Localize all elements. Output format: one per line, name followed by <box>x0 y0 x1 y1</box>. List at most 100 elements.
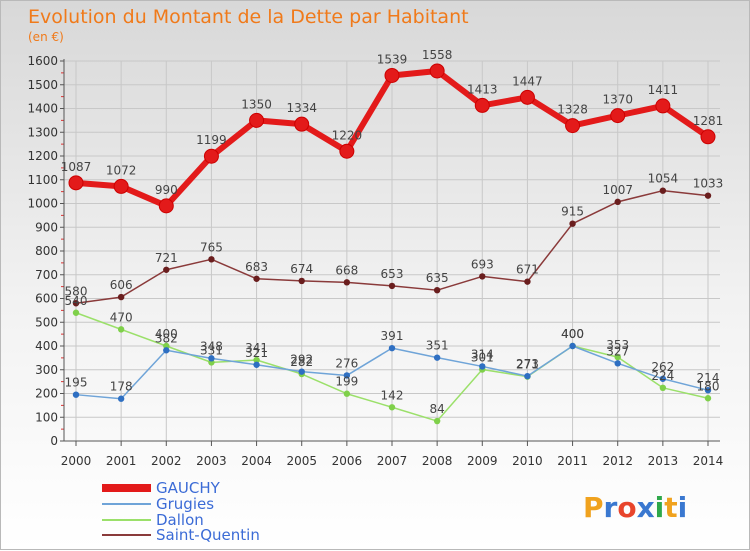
logo-letter: r <box>604 491 618 524</box>
data-label: 271 <box>516 358 539 372</box>
data-point <box>704 395 712 402</box>
x-tick-label: 2001 <box>106 454 137 468</box>
data-label: 1350 <box>241 97 272 111</box>
data-point <box>659 384 667 391</box>
data-point <box>117 293 125 301</box>
data-point <box>433 286 441 294</box>
y-tick-label: 400 <box>35 339 58 353</box>
data-point <box>659 375 667 382</box>
unit-label: (en €) <box>28 30 64 44</box>
data-point <box>519 89 535 105</box>
y-tick-label: 100 <box>35 410 58 424</box>
data-point <box>72 300 80 307</box>
y-tick-label: 700 <box>35 268 58 282</box>
data-label: 273 <box>516 357 539 371</box>
data-point <box>479 273 486 280</box>
series-grugies <box>72 342 712 402</box>
data-label: 282 <box>290 355 313 369</box>
data-point <box>249 112 265 128</box>
data-label: 1558 <box>422 48 453 62</box>
data-label: 1072 <box>106 163 137 177</box>
logo-letter: i <box>655 491 665 524</box>
data-label: 224 <box>651 369 674 383</box>
data-label: 1054 <box>648 172 679 186</box>
data-point <box>479 363 486 370</box>
y-tick-label: 1400 <box>27 102 58 116</box>
data-label: 353 <box>606 338 629 352</box>
data-point <box>203 148 219 164</box>
y-tick-label: 1300 <box>27 125 58 139</box>
x-tick-label: 2012 <box>602 454 633 468</box>
data-point <box>655 98 671 114</box>
axes: 0 100 200 300 400 500 600 700 800 900 1000 1100 1200… <box>27 54 723 468</box>
logo-letter: P <box>583 491 604 524</box>
data-point <box>113 178 129 194</box>
data-label: 915 <box>561 205 584 219</box>
data-point <box>158 198 174 214</box>
data-label: 382 <box>155 331 178 345</box>
y-tick-label: 1200 <box>27 149 58 163</box>
x-tick-label: 2007 <box>377 454 408 468</box>
x-tick-label: 2004 <box>241 454 272 468</box>
legend-label: Grugies <box>156 495 214 513</box>
data-label: 1411 <box>648 83 679 97</box>
data-point <box>384 67 400 83</box>
x-tick-label: 2005 <box>286 454 317 468</box>
data-point <box>208 355 215 362</box>
data-label: 990 <box>155 183 178 197</box>
data-point <box>569 220 576 227</box>
y-tick-label: 300 <box>35 363 58 377</box>
data-point <box>659 187 667 194</box>
data-point <box>72 391 80 398</box>
legend-label: Dallon <box>156 511 204 529</box>
data-point <box>253 356 260 364</box>
data-label: 606 <box>110 278 133 292</box>
data-label: 292 <box>290 353 313 367</box>
data-label: 348 <box>200 339 223 353</box>
x-tick-label: 2010 <box>512 454 543 468</box>
data-point <box>388 344 396 352</box>
data-label: 142 <box>381 388 404 402</box>
data-label: 199 <box>335 375 358 389</box>
data-point <box>163 266 170 273</box>
series-gauchy <box>68 63 716 214</box>
x-tick-label: 2000 <box>61 454 92 468</box>
data-label: 1370 <box>602 93 633 107</box>
data-point <box>253 361 260 368</box>
data-label: 1447 <box>512 74 543 88</box>
data-label: 1328 <box>557 103 588 117</box>
data-label: 214 <box>697 371 720 385</box>
chart-title: Evolution du Montant de la Dette par Hab… <box>28 6 469 28</box>
x-tick-label: 2008 <box>422 454 453 468</box>
data-point <box>614 353 621 361</box>
data-point <box>343 390 351 397</box>
y-tick-label: 1600 <box>27 54 58 68</box>
data-label: 683 <box>245 260 268 274</box>
data-label: 331 <box>200 343 223 357</box>
data-point <box>298 368 305 375</box>
data-label: 1539 <box>377 52 408 66</box>
data-label: 540 <box>65 294 88 308</box>
data-point <box>524 278 531 285</box>
data-point <box>433 354 441 361</box>
data-label: 178 <box>110 380 133 394</box>
data-label: 1087 <box>61 160 92 174</box>
data-label: 1334 <box>286 101 317 115</box>
data-point <box>68 175 84 191</box>
logo-letter: i <box>678 491 688 524</box>
x-tick-label: 2003 <box>196 454 227 468</box>
data-label: 314 <box>471 347 494 361</box>
data-point <box>614 360 621 367</box>
data-label: 721 <box>155 251 178 265</box>
data-point <box>474 97 490 113</box>
y-tick-label: 200 <box>35 387 58 401</box>
data-point <box>253 275 260 282</box>
data-point <box>388 404 396 411</box>
x-tick-label: 2006 <box>332 454 363 468</box>
data-point <box>343 372 351 379</box>
data-label: 391 <box>381 329 404 343</box>
data-label: 470 <box>110 310 133 324</box>
y-tick-label: 1500 <box>27 78 58 92</box>
data-label: 635 <box>426 271 449 285</box>
